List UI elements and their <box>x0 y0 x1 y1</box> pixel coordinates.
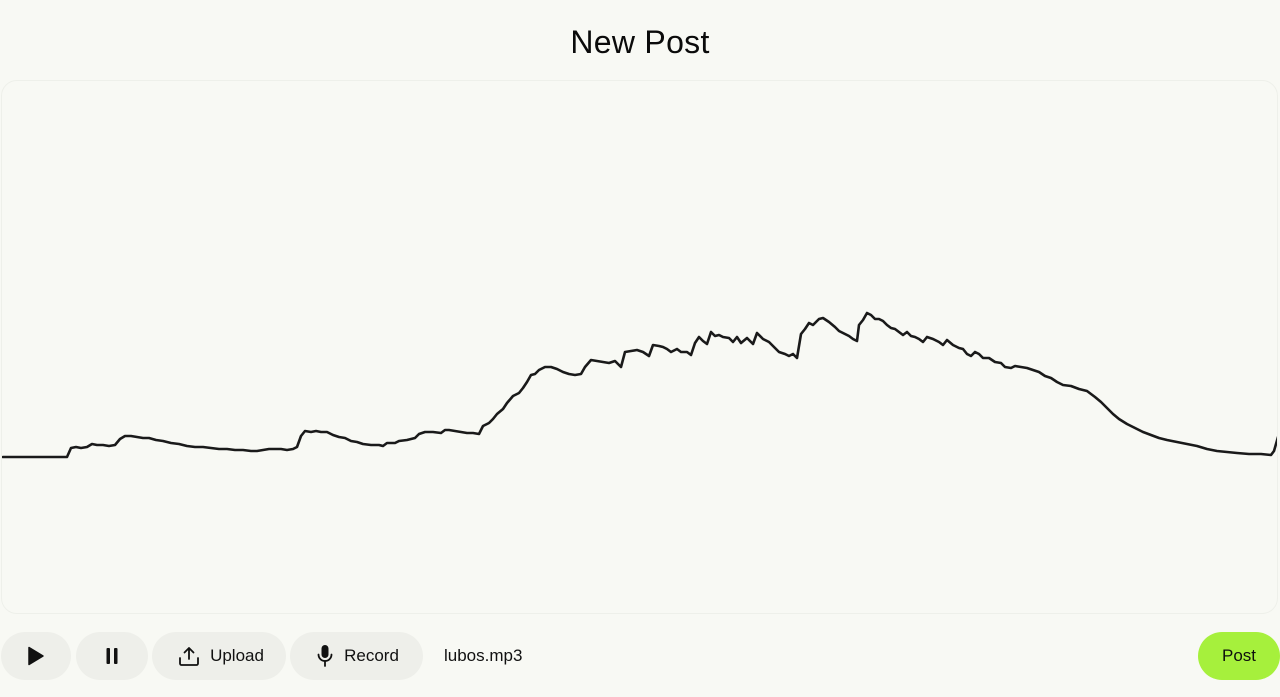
upload-button[interactable]: Upload <box>152 632 286 680</box>
page-title: New Post <box>570 24 710 60</box>
player-controls: Upload Record lubos.mp3 Post <box>0 632 1280 680</box>
pause-button[interactable] <box>76 632 148 680</box>
play-icon <box>28 646 44 666</box>
post-button[interactable]: Post <box>1198 632 1280 680</box>
upload-icon <box>179 647 199 666</box>
upload-label: Upload <box>210 646 264 665</box>
record-label: Record <box>344 646 399 665</box>
record-button[interactable]: Record <box>290 632 423 680</box>
file-name: lubos.mp3 <box>444 646 523 665</box>
play-button[interactable] <box>1 632 71 680</box>
waveform-panel[interactable] <box>1 80 1278 614</box>
microphone-icon <box>317 645 333 667</box>
pause-icon <box>106 648 118 664</box>
waveform-line <box>2 311 1277 459</box>
audio-waveform <box>2 311 1277 459</box>
